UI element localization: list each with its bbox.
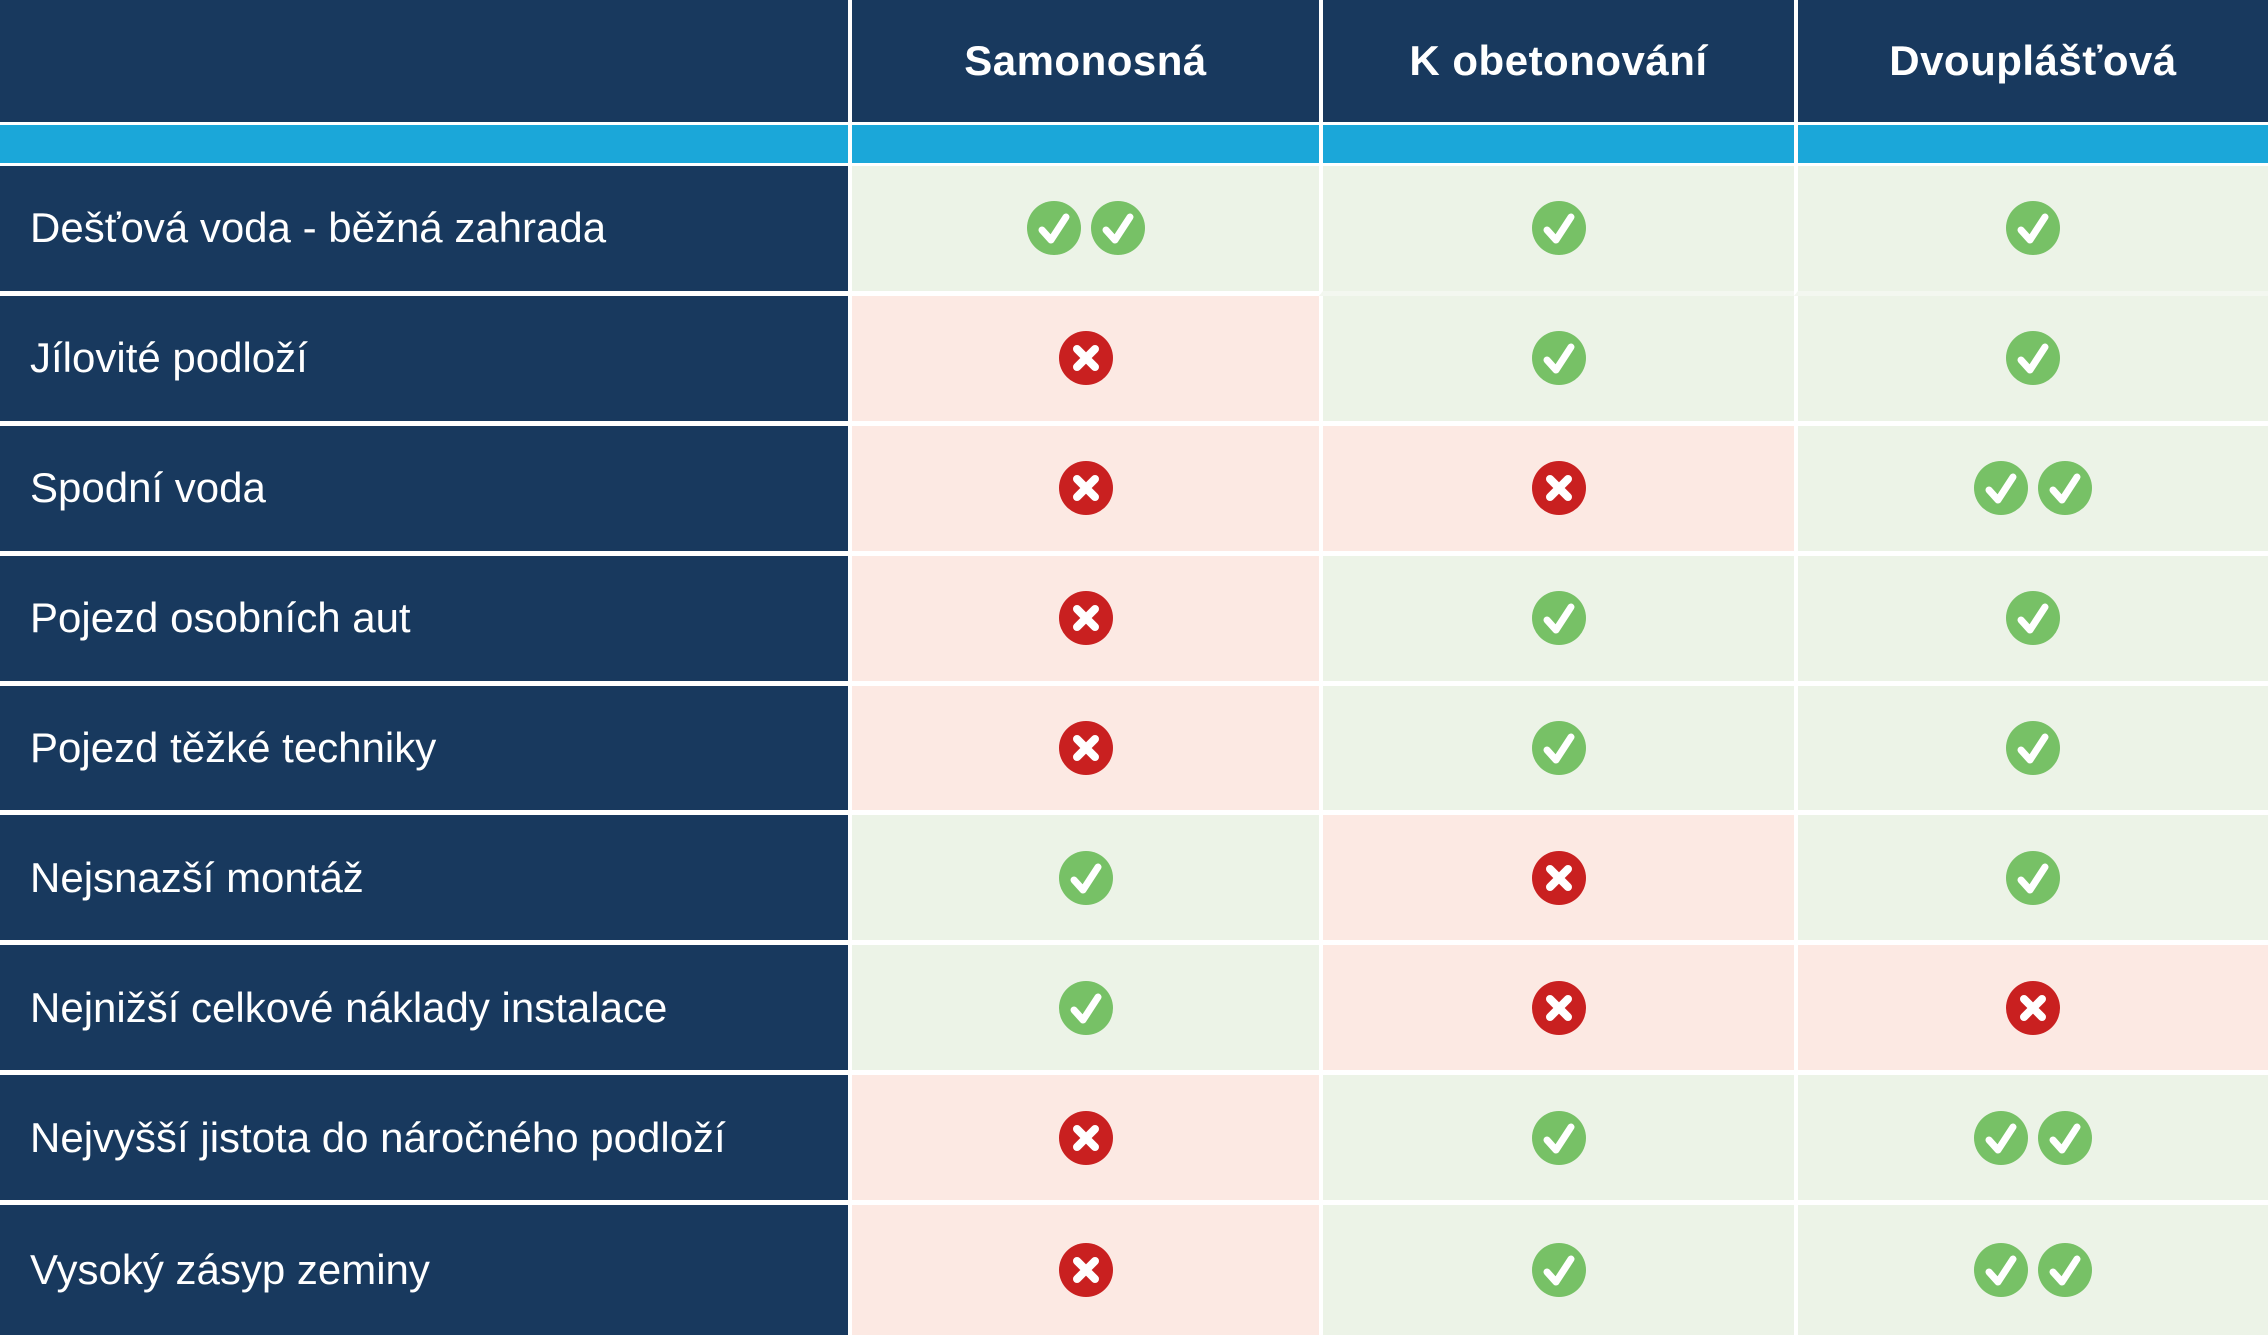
row-label: Nejnižší celkové náklady instalace bbox=[0, 945, 848, 1076]
check-circle-icon bbox=[2006, 850, 2060, 905]
check-circle-icon bbox=[1026, 201, 1081, 256]
row-label: Spodní voda bbox=[0, 425, 848, 556]
table-cell bbox=[848, 1205, 1319, 1335]
table-cell bbox=[1319, 1075, 1794, 1206]
header-samonosna: Samonosná bbox=[848, 0, 1319, 125]
cross-circle-icon bbox=[1531, 850, 1586, 905]
cross-circle-icon bbox=[1531, 461, 1586, 516]
table-cell bbox=[1794, 425, 2268, 556]
table-cell bbox=[1319, 945, 1794, 1076]
check-circle-icon bbox=[1531, 1243, 1586, 1298]
table-cell bbox=[1319, 555, 1794, 686]
table-cell bbox=[1794, 1075, 2268, 1206]
cross-circle-icon bbox=[1058, 1243, 1113, 1298]
accent-bar-segment bbox=[1319, 125, 1794, 166]
table-cell bbox=[1794, 295, 2268, 426]
accent-bar-segment bbox=[848, 125, 1319, 166]
row-label: Jílovité podloží bbox=[0, 295, 848, 426]
row-label: Pojezd těžké techniky bbox=[0, 685, 848, 816]
row-label: Vysoký zásyp zeminy bbox=[0, 1205, 848, 1335]
check-circle-icon bbox=[1090, 201, 1145, 256]
cross-circle-icon bbox=[1058, 720, 1113, 775]
check-circle-icon bbox=[2006, 720, 2060, 775]
table-cell bbox=[1319, 685, 1794, 816]
check-circle-icon bbox=[1058, 980, 1113, 1035]
table-cell bbox=[1794, 945, 2268, 1076]
row-label: Dešťová voda - běžná zahrada bbox=[0, 166, 848, 296]
table-cell bbox=[1319, 815, 1794, 946]
table-cell bbox=[848, 295, 1319, 426]
header-k-obetonovani: K obetonování bbox=[1319, 0, 1794, 125]
check-circle-icon bbox=[1531, 720, 1586, 775]
check-circle-icon bbox=[2006, 591, 2060, 646]
table-cell bbox=[1794, 1205, 2268, 1335]
cross-circle-icon bbox=[2006, 980, 2060, 1035]
accent-bar-segment bbox=[0, 125, 848, 166]
table-cell bbox=[1319, 1205, 1794, 1335]
check-circle-icon bbox=[2006, 201, 2060, 256]
table-cell bbox=[1319, 425, 1794, 556]
check-circle-icon bbox=[1531, 331, 1586, 386]
row-label: Nejvyšší jistota do náročného podloží bbox=[0, 1075, 848, 1206]
check-circle-icon bbox=[1531, 1110, 1586, 1165]
header-empty-cell bbox=[0, 0, 848, 125]
accent-bar-segment bbox=[1794, 125, 2268, 166]
check-circle-icon bbox=[1531, 201, 1586, 256]
table-cell bbox=[848, 555, 1319, 686]
table-cell bbox=[1319, 295, 1794, 426]
table-cell bbox=[1794, 685, 2268, 816]
table-cell bbox=[848, 945, 1319, 1076]
check-circle-icon bbox=[1974, 461, 2028, 516]
cross-circle-icon bbox=[1058, 591, 1113, 646]
table-cell bbox=[1794, 815, 2268, 946]
row-label: Pojezd osobních aut bbox=[0, 555, 848, 686]
check-circle-icon bbox=[1974, 1110, 2028, 1165]
check-circle-icon bbox=[1974, 1243, 2028, 1298]
header-dvouplastova: Dvouplášťová bbox=[1794, 0, 2268, 125]
check-circle-icon bbox=[2038, 1243, 2092, 1298]
table-cell bbox=[848, 425, 1319, 556]
row-label: Nejsnazší montáž bbox=[0, 815, 848, 946]
check-circle-icon bbox=[2006, 331, 2060, 386]
table-cell bbox=[1794, 166, 2268, 296]
table-cell bbox=[1794, 555, 2268, 686]
table-cell bbox=[848, 166, 1319, 296]
table-cell bbox=[1319, 166, 1794, 296]
table-cell bbox=[848, 815, 1319, 946]
check-circle-icon bbox=[2038, 1110, 2092, 1165]
table-cell bbox=[848, 685, 1319, 816]
check-circle-icon bbox=[1058, 850, 1113, 905]
cross-circle-icon bbox=[1058, 461, 1113, 516]
table-cell bbox=[848, 1075, 1319, 1206]
cross-circle-icon bbox=[1058, 331, 1113, 386]
cross-circle-icon bbox=[1058, 1110, 1113, 1165]
check-circle-icon bbox=[1531, 591, 1586, 646]
cross-circle-icon bbox=[1531, 980, 1586, 1035]
check-circle-icon bbox=[2038, 461, 2092, 516]
